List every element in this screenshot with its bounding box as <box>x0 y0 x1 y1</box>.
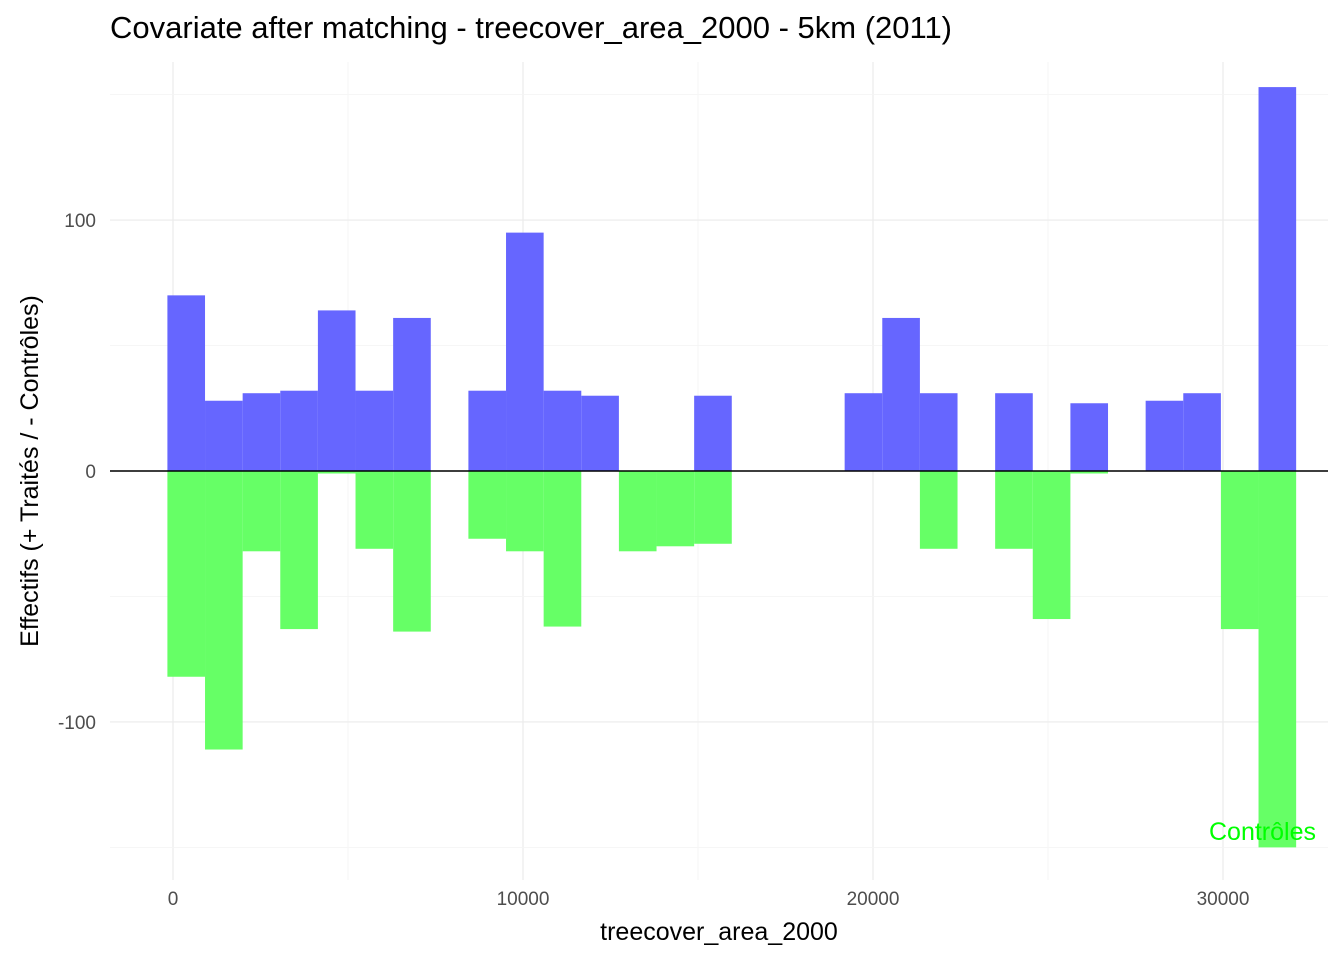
x-tick-label: 30000 <box>1197 889 1250 910</box>
bar-traites <box>393 317 431 471</box>
y-tick-label: 0 <box>85 462 96 483</box>
bar-traites <box>205 400 243 471</box>
bar-controles <box>995 471 1033 549</box>
bar-controles <box>656 471 695 547</box>
bar-traites <box>1145 400 1184 471</box>
bar-controles <box>1070 471 1109 474</box>
y-tick-label: 100 <box>64 211 96 232</box>
chart-title: Covariate after matching - treecover_are… <box>110 10 953 45</box>
bar-controles <box>1032 471 1071 620</box>
bar-controles <box>1220 471 1259 630</box>
bar-traites <box>1258 87 1297 471</box>
bar-traites <box>317 310 356 471</box>
bar-controles <box>506 471 544 552</box>
bar-controles <box>1258 471 1297 848</box>
bar-traites <box>468 390 507 471</box>
bar-traites <box>694 395 732 471</box>
x-tick-label: 10000 <box>497 889 550 910</box>
bar-traites <box>543 390 582 471</box>
bar-traites <box>882 317 920 471</box>
bar-controles <box>355 471 394 549</box>
bar-traites <box>506 232 544 471</box>
bar-controles <box>205 471 243 750</box>
bar-traites <box>280 390 318 471</box>
bar-traites <box>581 395 619 471</box>
bar-controles <box>393 471 431 632</box>
bar-controles <box>543 471 582 627</box>
x-axis-title: treecover_area_2000 <box>600 918 838 946</box>
bar-traites <box>167 295 206 471</box>
bar-traites <box>355 390 394 471</box>
bar-traites <box>1070 403 1109 471</box>
annotation-controles: Contrôles <box>1209 818 1316 846</box>
y-axis-title: Effectifs (+ Traités / - Contrôles) <box>16 295 44 647</box>
tick-labels: 0 10000 20000 30000 -100 0 100 <box>58 211 1249 910</box>
bar-controles <box>468 471 507 539</box>
bar-traites <box>1183 393 1221 471</box>
bar-controles <box>618 471 657 552</box>
y-tick-label: -100 <box>58 713 96 734</box>
bar-traites <box>242 393 281 471</box>
x-tick-label: 20000 <box>847 889 900 910</box>
bar-traites <box>844 393 883 471</box>
bar-traites <box>919 393 958 471</box>
bar-traites <box>995 393 1033 471</box>
x-tick-label: 0 <box>168 889 179 910</box>
bar-controles <box>280 471 318 630</box>
bar-controles <box>919 471 958 549</box>
bar-controles <box>242 471 281 552</box>
bars <box>110 87 1328 848</box>
bar-controles <box>167 471 206 677</box>
bar-controles <box>317 471 356 474</box>
bar-controles <box>694 471 732 544</box>
